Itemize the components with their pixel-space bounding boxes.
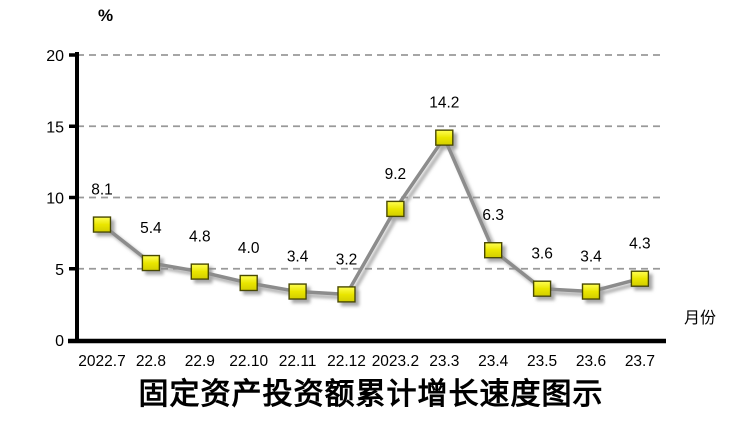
x-tick-label: 22.9 [185,353,215,370]
y-axis-tick-labels: 0 5 10 15 20 [46,48,64,350]
data-point-label: 4.0 [238,240,260,257]
x-tick-label: 22.8 [136,353,166,370]
x-tick-label: 23.7 [625,353,655,370]
y-tick-label: 5 [55,262,64,279]
data-point-label: 9.2 [385,166,407,183]
chart-title: 固定资产投资额累计增长速度图示 [138,378,604,411]
x-tick-label: 23.5 [527,353,557,370]
x-tick-label: 23.3 [429,353,459,370]
data-point-label: 6.3 [482,207,504,224]
x-axis-tick-labels: 2022.7 22.8 22.9 22.10 22.11 22.12 2023.2 23.3 2… [78,353,655,370]
data-series [92,129,650,303]
x-tick-label: 2022.7 [78,353,125,370]
data-point-marker [92,216,112,233]
data-point-label: 3.4 [580,249,602,266]
x-tick-label: 22.11 [279,353,317,370]
data-point-label: 4.8 [189,229,211,246]
data-point-marker [337,286,356,303]
y-tick-label: 10 [46,191,64,208]
data-point-label: 4.3 [629,236,651,253]
data-point-label: 3.4 [287,249,309,266]
data-point-label: 8.1 [91,182,113,199]
data-point-marker [435,129,454,146]
data-point-marker [581,283,601,300]
data-point-label: 14.2 [429,95,459,112]
series-line [100,135,642,297]
x-tick-label: 23.4 [478,353,509,370]
y-tick-label: 20 [46,48,64,65]
data-point-labels: 8.1 5.4 4.8 4.0 3.4 3.2 9.2 14.2 6.3 3.6 3.4 4.3 [91,95,650,269]
x-tick-label: 22.10 [229,353,268,370]
data-point-marker [141,254,161,272]
x-tick-label: 22.12 [327,353,366,370]
x-tick-label: 23.6 [576,353,606,370]
data-point-marker [630,270,650,287]
data-point-marker [239,274,258,292]
data-point-label: 3.2 [336,251,358,268]
x-axis-unit-label: 月份 [684,310,717,327]
y-axis-unit-label: % [98,6,114,25]
data-point-label: 3.6 [531,246,553,263]
data-point-marker [386,200,405,218]
axes [68,52,666,344]
data-point-marker [532,280,552,297]
gridlines [77,54,664,270]
data-point-marker [190,263,210,280]
y-tick-label: 15 [46,119,64,136]
x-tick-label: 2023.2 [372,353,419,370]
y-tick-label: 0 [55,333,64,350]
data-point-label: 5.4 [140,220,162,237]
data-point-marker [484,242,503,259]
data-point-marker [288,283,307,300]
